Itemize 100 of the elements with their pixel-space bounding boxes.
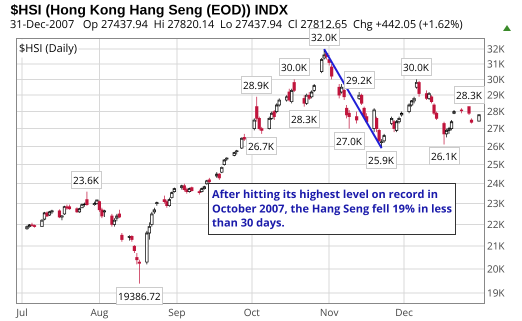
y-tick-label: 30K	[487, 72, 506, 86]
candlestick	[407, 102, 411, 114]
candlestick	[120, 232, 124, 242]
candlestick	[218, 172, 221, 180]
annotation: 26.7K	[248, 139, 275, 153]
candlestick	[412, 96, 416, 104]
candlestick	[225, 156, 228, 162]
candlestick	[200, 187, 204, 193]
candlestick	[394, 120, 398, 132]
candlestick	[308, 92, 311, 100]
candlestick	[85, 191, 89, 206]
x-tick-label: Nov	[320, 305, 338, 319]
annotation: 27.0K	[336, 134, 363, 148]
candlestick	[452, 110, 456, 114]
candlestick	[290, 88, 294, 104]
candlestick	[190, 186, 194, 192]
candlestick	[110, 214, 114, 227]
candlestick	[477, 114, 481, 122]
x-tick-label: Sep	[168, 305, 186, 319]
candlestick	[242, 134, 246, 142]
candlestick	[417, 80, 421, 98]
candlestick	[118, 209, 121, 218]
annotation: 26.1K	[431, 149, 458, 163]
candlestick	[50, 209, 54, 214]
candlestick	[202, 185, 206, 190]
chart-title: $HSI (Hong Kong Hang Seng (EOD)) INDX	[10, 2, 289, 18]
candlestick	[68, 204, 72, 210]
x-tick-label: Oct	[244, 305, 260, 319]
y-tick-label: 27K	[487, 121, 506, 136]
y-tick-label: 28K	[487, 104, 506, 118]
candlestick	[25, 225, 29, 230]
candlestick	[235, 150, 238, 155]
candlestick	[442, 121, 446, 145]
y-tick-label: 31K	[487, 56, 506, 70]
candlestick	[132, 244, 136, 254]
annotation: 28.3K	[291, 112, 318, 126]
candlestick	[240, 137, 244, 150]
y-tick-label: 20K	[487, 262, 506, 276]
annotation: 32.0K	[311, 30, 338, 44]
candlestick	[272, 110, 276, 120]
candlestick	[427, 92, 431, 100]
candlestick	[130, 234, 134, 242]
y-tick-label: 25K	[487, 157, 506, 172]
annotation: 28.9K	[243, 78, 270, 92]
y-tick-label: 26K	[487, 138, 506, 153]
candlestick	[208, 178, 211, 184]
y-tick-label: 21K	[487, 238, 506, 253]
x-tick-label: Aug	[90, 305, 109, 319]
candlestick	[360, 93, 364, 106]
candlestick	[444, 128, 448, 138]
candlestick	[450, 120, 454, 131]
candlestick	[467, 106, 471, 116]
y-tick-label: 19K	[487, 286, 506, 300]
annotation: $HSI (Daily)	[19, 41, 78, 56]
y-tick-label: 23K	[487, 196, 506, 210]
annotation: 30.0K	[403, 60, 430, 74]
candlestick	[414, 78, 418, 90]
x-tick-label: Jul	[15, 305, 28, 319]
candlestick	[112, 218, 116, 227]
candlestick	[330, 64, 334, 80]
candlestick	[400, 111, 404, 117]
candlestick	[198, 189, 201, 195]
chart-subtitle: 31-Dec-2007 Op 27437.94 Hi 27820.14 Lo 27437.94 Cl 27812.65 Chg +442.05 (+1.62%)	[10, 17, 463, 32]
candlestick	[102, 209, 106, 218]
candlestick	[162, 195, 166, 204]
candlestick	[82, 202, 86, 208]
candlestick	[58, 209, 62, 218]
y-tick-label: 32K	[487, 42, 506, 56]
y-tick-label: 24K	[487, 176, 506, 190]
candlestick	[424, 90, 428, 100]
annotation: 29.2K	[346, 73, 373, 87]
annotation: 19386.72	[118, 289, 161, 303]
candlestick	[232, 151, 236, 157]
candlestick	[355, 111, 358, 124]
candlestick	[460, 108, 464, 114]
candlestick	[78, 207, 82, 214]
candlestick	[65, 204, 69, 210]
candlestick	[30, 222, 34, 227]
candlestick	[92, 201, 96, 206]
candlestick	[32, 224, 36, 228]
annotation: 23.6K	[73, 173, 100, 187]
annotation: 25.9K	[368, 153, 395, 167]
candlestick	[470, 118, 474, 124]
candlestick	[215, 172, 218, 178]
candlestick	[182, 183, 186, 192]
candlestick	[275, 102, 278, 114]
annotation: 30.0K	[281, 60, 308, 74]
candlestick	[220, 166, 224, 174]
candlestick	[382, 134, 386, 144]
candlestick	[430, 94, 434, 104]
candlestick	[48, 210, 52, 216]
x-tick-label: Dec	[395, 305, 414, 319]
y-tick-label: 22K	[487, 216, 506, 231]
candlestick	[252, 118, 256, 131]
annotation: 28.3K	[456, 88, 483, 102]
annotation: After hitting its highest level on record in October 2007, the Hang Seng fell 19% in less than 30 days.	[212, 187, 452, 231]
candlestick	[292, 78, 296, 92]
candlestick	[222, 158, 226, 166]
y-tick-label: 29K	[487, 88, 506, 102]
candlestick	[305, 93, 308, 106]
